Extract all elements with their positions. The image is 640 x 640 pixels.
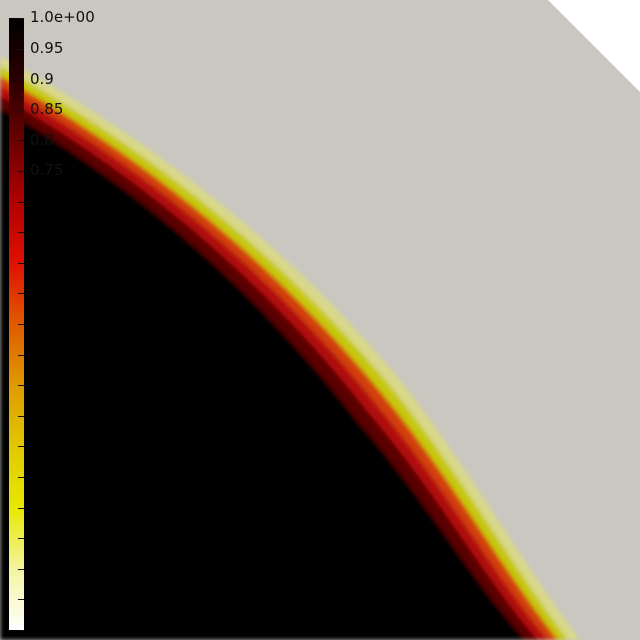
colorbar-tick — [18, 18, 24, 19]
colorbar-tick — [18, 477, 24, 478]
colorbar-tick — [18, 171, 24, 172]
colorbar-tick — [18, 49, 24, 50]
colorbar-label-095: 0.95 — [30, 39, 64, 57]
colorbar-tick — [18, 446, 24, 447]
colorbar-tick — [18, 508, 24, 509]
colorbar-label-090: 0.9 — [30, 70, 54, 88]
colorbar-tick — [18, 599, 24, 600]
colorbar-tick — [18, 630, 24, 631]
colorbar-tick — [18, 324, 24, 325]
colorbar-tick — [18, 110, 24, 111]
colorbar-label-075: 0.75 — [30, 161, 64, 179]
colorbar-tick — [18, 538, 24, 539]
colorbar-tick — [18, 232, 24, 233]
colorbar-tick — [18, 569, 24, 570]
colorbar-tick — [18, 79, 24, 80]
viewport-corner — [548, 0, 640, 92]
colorbar-label-080: 0.8 — [30, 131, 54, 149]
colorbar-label-085: 0.85 — [30, 100, 64, 118]
colorbar-tick — [18, 202, 24, 203]
colorbar-tick — [18, 263, 24, 264]
colorbar-tick — [18, 355, 24, 356]
colorbar-tick — [18, 140, 24, 141]
colorbar-max-label: 1.0e+00 — [30, 8, 95, 26]
colorbar-tick — [18, 293, 24, 294]
front-band — [0, 56, 580, 640]
colorbar-tick — [18, 416, 24, 417]
colorbar-tick — [18, 385, 24, 386]
